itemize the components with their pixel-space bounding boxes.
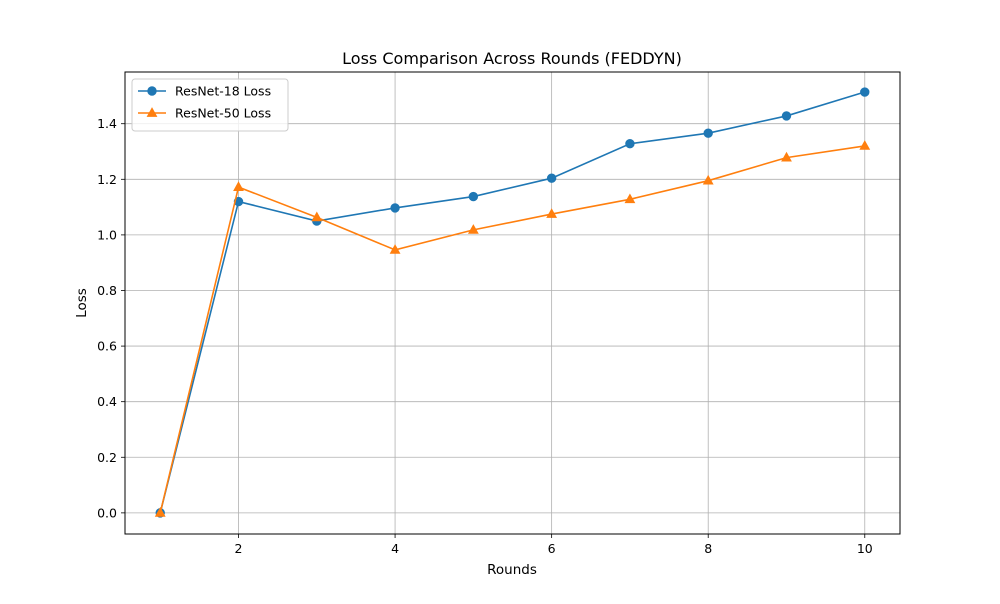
y-axis-label: Loss (74, 288, 90, 318)
data-point (626, 140, 634, 148)
y-tick-label: 0.6 (97, 339, 117, 354)
chart-title: Loss Comparison Across Rounds (FEDDYN) (342, 49, 682, 68)
legend-label: ResNet-50 Loss (175, 106, 271, 121)
legend-marker (148, 87, 156, 95)
y-tick-label: 1.2 (97, 172, 117, 187)
data-point (391, 204, 399, 212)
x-tick-label: 4 (391, 541, 399, 556)
y-tick-label: 0.4 (97, 394, 117, 409)
series-1 (156, 88, 869, 517)
series-line (160, 146, 865, 513)
grid-lines (125, 72, 900, 534)
data-point (234, 182, 243, 190)
data-point (860, 141, 869, 149)
series-layer (156, 88, 870, 517)
x-tick-label: 6 (548, 541, 556, 556)
series-line (160, 92, 865, 513)
data-point (861, 88, 869, 96)
data-point (547, 174, 555, 182)
y-tick-label: 0.8 (97, 283, 117, 298)
plot-area-frame (125, 72, 900, 534)
x-tick-label: 10 (857, 541, 873, 556)
axis-ticks: 2 4 6 8 10 0.0 0.2 0.4 0.6 0.8 1.0 1.2 1.4 (97, 116, 873, 556)
x-axis-label: Rounds (487, 562, 537, 578)
data-point (469, 192, 477, 200)
y-tick-label: 0.0 (97, 505, 117, 520)
legend: ResNet-18 Loss ResNet-50 Loss (132, 79, 288, 131)
y-tick-label: 1.4 (97, 116, 117, 131)
series-2 (156, 141, 870, 516)
data-point (782, 112, 790, 120)
x-tick-label: 2 (235, 541, 243, 556)
y-tick-label: 1.0 (97, 227, 117, 242)
y-tick-label: 0.2 (97, 450, 117, 465)
data-point (704, 129, 712, 137)
x-tick-label: 8 (704, 541, 712, 556)
legend-label: ResNet-18 Loss (175, 84, 271, 99)
